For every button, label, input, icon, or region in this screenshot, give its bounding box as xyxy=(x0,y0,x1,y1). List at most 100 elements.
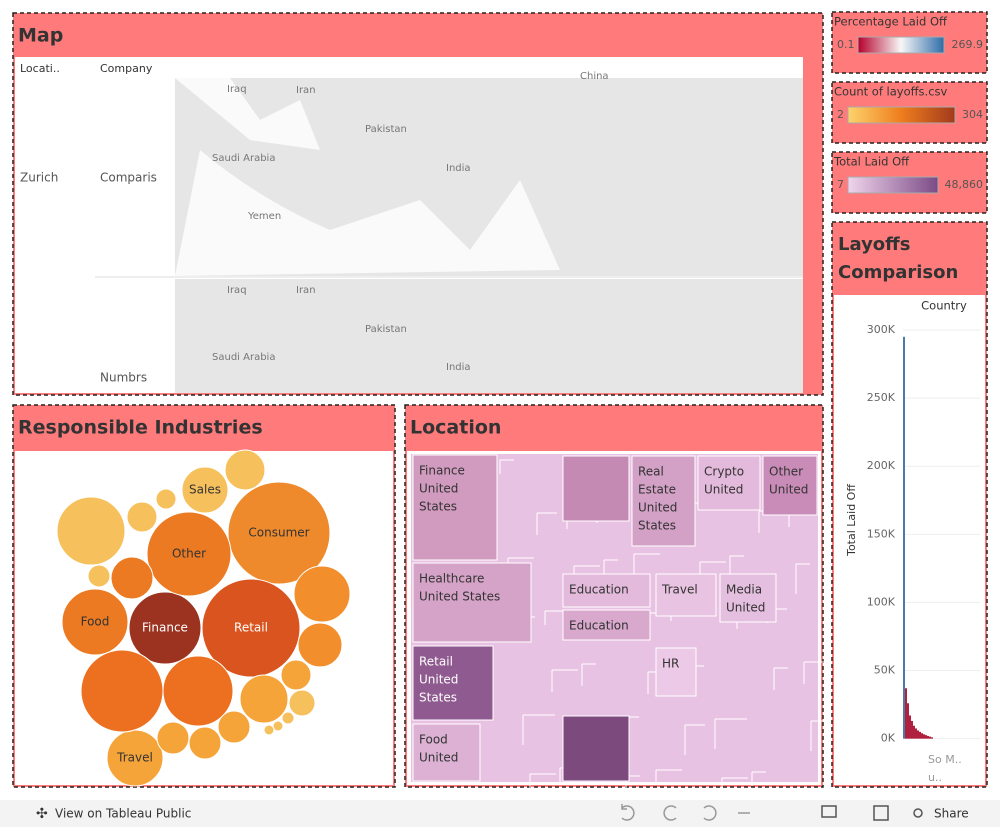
y-tick-label: 50K xyxy=(874,664,896,677)
bubble xyxy=(297,622,343,668)
treemap-cell xyxy=(412,723,481,782)
toolbar xyxy=(0,800,1000,827)
treemap-label: Food xyxy=(419,733,448,747)
treemap-cell xyxy=(562,609,651,641)
y-tick-label: 250K xyxy=(867,391,896,404)
bubble xyxy=(61,588,129,656)
bar xyxy=(917,730,919,739)
treemap-label: Crypto xyxy=(704,465,744,479)
industries-title: Responsible Industries xyxy=(18,417,263,439)
toolbar-icons xyxy=(621,804,923,821)
place-label: Iraq xyxy=(227,84,247,95)
bubble-label: Travel xyxy=(116,751,153,765)
treemap-cell xyxy=(562,455,630,522)
bubble-label: Consumer xyxy=(248,526,309,540)
place-label: Yemen xyxy=(247,211,281,222)
treemap-label: United xyxy=(704,483,743,497)
treemap-cell xyxy=(655,573,717,617)
column-header: Locati.. xyxy=(20,62,60,75)
bubble xyxy=(146,511,232,597)
treemap-cell xyxy=(412,645,494,721)
bubble xyxy=(110,556,154,600)
x-label: u.. xyxy=(928,771,942,784)
place-label: Iran xyxy=(296,85,316,96)
bar xyxy=(911,720,913,739)
bubble xyxy=(281,711,295,725)
view-link[interactable]: View on Tableau Public xyxy=(55,807,191,821)
map-title: Map xyxy=(18,25,63,47)
bubble-label: Retail xyxy=(234,621,268,635)
bubble xyxy=(181,466,229,514)
treemap-label: United States xyxy=(419,590,500,604)
y-tick-label: 200K xyxy=(867,459,896,472)
bubble xyxy=(126,501,158,533)
column-header: Company xyxy=(100,62,153,75)
bar xyxy=(905,688,907,739)
legend-ramp xyxy=(847,176,939,194)
legend-title: Total Laid Off xyxy=(833,155,910,169)
treemap-cell xyxy=(562,715,630,782)
bubble xyxy=(272,720,284,732)
bubble-label: Finance xyxy=(142,621,188,635)
company: Comparis xyxy=(100,171,157,185)
treemap-label: States xyxy=(638,519,676,533)
bubble xyxy=(224,449,266,491)
place-label: Saudi Arabia xyxy=(212,352,275,363)
treemap-cell xyxy=(719,573,777,623)
legend-max: 48,860 xyxy=(945,178,984,191)
place-label: Pakistan xyxy=(365,324,407,335)
bubble xyxy=(239,674,289,724)
legend-max: 304 xyxy=(962,108,983,121)
location-title: Location xyxy=(410,417,501,439)
bar xyxy=(927,735,929,739)
bar xyxy=(903,336,905,739)
place-label: Pakistan xyxy=(365,124,407,135)
bar xyxy=(909,715,911,739)
bubble xyxy=(293,565,351,623)
legend-min: 7 xyxy=(837,178,844,191)
y-tick-label: 100K xyxy=(867,595,896,608)
treemap-label: Education xyxy=(569,619,629,633)
bar xyxy=(915,728,917,739)
bubble-label: Sales xyxy=(189,483,221,497)
treemap-label: Other xyxy=(769,465,803,479)
bar xyxy=(925,735,927,739)
bubble xyxy=(288,689,316,717)
bar xyxy=(919,731,921,739)
treemap-label: Healthcare xyxy=(419,572,484,586)
legend-title: Percentage Laid Off xyxy=(834,15,948,29)
tableau-icon: ✣ xyxy=(36,806,48,822)
bubble xyxy=(80,649,164,733)
treemap-cell xyxy=(631,455,696,547)
share-button[interactable]: Share xyxy=(934,807,969,821)
bubble xyxy=(162,655,234,727)
bubble xyxy=(280,659,312,691)
place-label: Iran xyxy=(296,285,316,296)
treemap-label: Education xyxy=(569,583,629,597)
legend-title: Count of layoffs.csv xyxy=(834,85,948,99)
treemap-label: United xyxy=(726,601,765,615)
bubble xyxy=(155,488,177,510)
x-label: So M.. xyxy=(928,753,962,766)
treemap-label: Real xyxy=(638,465,664,479)
treemap-cell xyxy=(412,562,532,643)
company: Numbrs xyxy=(100,371,147,385)
y-tick-label: 300K xyxy=(867,323,896,336)
bubble xyxy=(263,724,275,736)
bar xyxy=(913,725,915,739)
treemap-label: States xyxy=(419,691,457,705)
treemap-label: United xyxy=(769,483,808,497)
place-label: Saudi Arabia xyxy=(212,153,275,164)
location: Zurich xyxy=(20,171,58,185)
bubble xyxy=(87,564,111,588)
treemap-label: Finance xyxy=(419,464,465,478)
bar xyxy=(929,736,931,739)
bubble xyxy=(217,710,251,744)
bubble xyxy=(128,591,202,665)
treemap-label: Retail xyxy=(419,655,453,669)
legend-min: 2 xyxy=(837,108,844,121)
treemap-label: United xyxy=(419,482,458,496)
treemap-label: HR xyxy=(662,657,679,671)
treemap-label: Travel xyxy=(661,583,698,597)
bubble-label: Food xyxy=(81,615,110,629)
